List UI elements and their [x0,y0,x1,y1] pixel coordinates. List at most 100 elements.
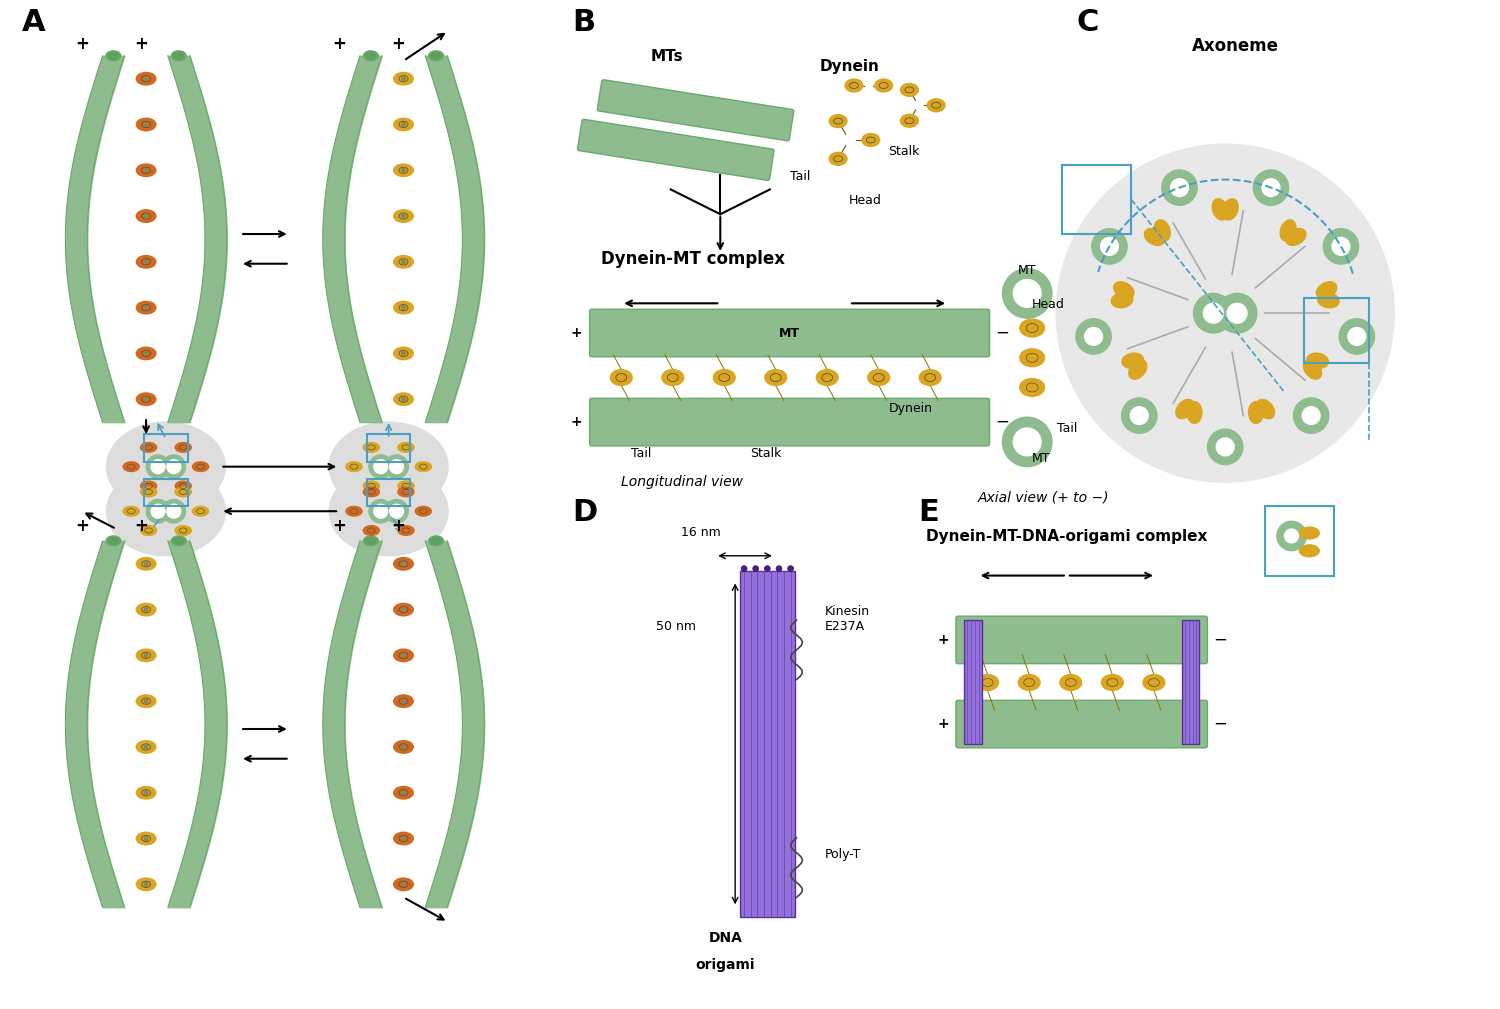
Text: A: A [22,8,46,37]
Circle shape [1218,294,1257,333]
Ellipse shape [662,369,684,385]
Circle shape [144,214,148,218]
Circle shape [166,460,180,473]
Ellipse shape [176,526,192,536]
Circle shape [1208,429,1243,465]
Circle shape [765,566,770,571]
Ellipse shape [1257,400,1275,419]
Ellipse shape [136,558,156,570]
Circle shape [402,746,405,749]
Ellipse shape [106,422,225,512]
Ellipse shape [393,786,414,799]
Ellipse shape [429,50,444,61]
Ellipse shape [393,73,414,85]
Ellipse shape [393,741,414,753]
Ellipse shape [1019,675,1040,690]
Ellipse shape [429,536,444,546]
Text: B: B [572,8,596,37]
Ellipse shape [1176,400,1194,419]
Ellipse shape [830,152,848,165]
Circle shape [402,836,405,840]
Ellipse shape [328,422,448,512]
Text: MT: MT [1017,263,1036,276]
Ellipse shape [108,538,118,545]
Ellipse shape [927,99,945,112]
Circle shape [1122,398,1156,434]
Ellipse shape [1280,220,1296,241]
Bar [1264,507,1334,575]
Text: origami: origami [696,958,754,972]
Circle shape [741,566,747,571]
Ellipse shape [366,538,376,545]
Ellipse shape [393,878,414,891]
Circle shape [402,260,405,263]
Circle shape [777,566,782,571]
Bar [740,571,795,917]
Ellipse shape [1212,199,1228,220]
Circle shape [402,306,405,310]
Circle shape [1014,279,1041,308]
Ellipse shape [363,481,380,490]
Circle shape [144,836,148,840]
Ellipse shape [171,50,186,61]
Circle shape [162,455,186,478]
Ellipse shape [816,369,839,385]
Ellipse shape [171,536,186,546]
Bar [964,621,981,744]
Ellipse shape [1020,378,1044,397]
Circle shape [777,566,782,571]
Circle shape [152,504,165,519]
Ellipse shape [174,52,183,60]
Circle shape [1348,328,1365,345]
Text: Stalk: Stalk [750,447,782,460]
Ellipse shape [136,393,156,406]
Text: Tail: Tail [789,170,810,183]
Circle shape [1101,237,1119,255]
Text: Dynein-MT-DNA-origami complex: Dynein-MT-DNA-origami complex [926,529,1208,544]
Text: MT: MT [778,327,800,339]
Circle shape [1076,319,1112,354]
Ellipse shape [108,52,118,60]
Circle shape [144,562,148,566]
Ellipse shape [393,603,414,615]
Text: Tail: Tail [632,447,651,460]
Circle shape [788,566,794,571]
Bar [1062,164,1131,234]
Bar [144,478,188,507]
Bar [368,478,411,507]
Ellipse shape [366,52,376,60]
Ellipse shape [136,164,156,177]
Ellipse shape [900,84,918,96]
Circle shape [402,654,405,657]
Circle shape [1084,328,1102,345]
Circle shape [384,499,408,523]
Circle shape [741,566,747,571]
Ellipse shape [136,878,156,891]
Ellipse shape [868,369,889,385]
Ellipse shape [136,603,156,615]
Text: +: + [134,517,148,535]
Circle shape [369,455,393,478]
Ellipse shape [176,443,192,452]
Ellipse shape [123,462,140,471]
FancyBboxPatch shape [590,309,990,357]
Ellipse shape [106,536,122,546]
Text: +: + [392,517,405,535]
Circle shape [144,883,148,886]
Circle shape [144,306,148,310]
Text: Dynein: Dynein [819,59,879,74]
Circle shape [1332,237,1350,255]
Ellipse shape [136,786,156,799]
Ellipse shape [765,369,786,385]
Ellipse shape [363,443,380,452]
Ellipse shape [398,487,414,496]
Ellipse shape [1286,228,1306,245]
Circle shape [1284,529,1299,543]
Ellipse shape [393,558,414,570]
Ellipse shape [363,487,380,496]
Circle shape [402,699,405,703]
Circle shape [144,169,148,173]
Text: +: + [572,326,582,340]
Text: +: + [332,35,346,52]
Text: D: D [572,498,597,527]
